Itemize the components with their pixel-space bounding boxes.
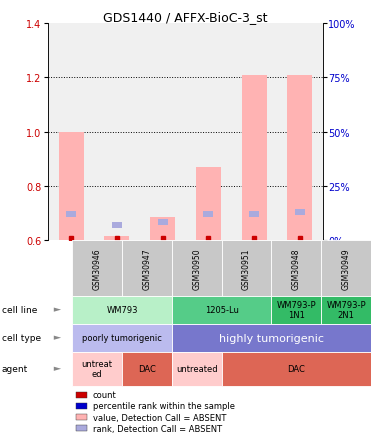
Text: DAC: DAC [138,365,156,373]
Text: highly tumorigenic: highly tumorigenic [219,333,324,343]
Bar [72,352,122,386]
Bar [172,241,222,296]
Bar [104,237,129,241]
Bar [76,403,87,409]
Bar [249,212,259,218]
Text: cell line: cell line [2,306,37,314]
Bar [272,296,321,324]
Bar [122,241,172,296]
Bar [196,168,221,241]
Bar [72,241,122,296]
Bar [122,352,172,386]
Text: GSM30947: GSM30947 [142,248,151,289]
Bar [76,425,87,431]
Bar [72,324,172,352]
Text: count: count [93,390,116,399]
Text: untreated: untreated [176,365,218,373]
Text: GSM30950: GSM30950 [192,248,201,289]
Polygon shape [54,308,61,312]
Text: GSM30951: GSM30951 [242,248,251,289]
Text: GSM30949: GSM30949 [342,248,351,289]
Text: poorly tumorigenic: poorly tumorigenic [82,333,162,342]
Polygon shape [54,367,61,371]
Text: value, Detection Call = ABSENT: value, Detection Call = ABSENT [93,413,226,422]
Bar [321,296,371,324]
Bar [295,209,305,215]
Bar [172,352,222,386]
Text: GSM30948: GSM30948 [292,248,301,289]
Bar [242,76,267,241]
Polygon shape [54,336,61,340]
Bar [150,218,175,241]
Bar [203,212,213,218]
Bar [221,241,272,296]
Text: rank, Detection Call = ABSENT: rank, Detection Call = ABSENT [93,424,222,433]
Text: 1205-Lu: 1205-Lu [205,306,239,314]
Text: agent: agent [2,365,28,373]
Bar [172,296,272,324]
Bar [112,223,122,229]
Text: GSM30946: GSM30946 [93,248,102,289]
Text: WM793: WM793 [106,306,138,314]
Bar [172,324,371,352]
Text: WM793-P
2N1: WM793-P 2N1 [326,300,366,319]
Bar [158,220,168,226]
Bar [321,241,371,296]
Text: WM793-P
1N1: WM793-P 1N1 [276,300,316,319]
Bar [66,212,76,218]
Text: percentile rank within the sample: percentile rank within the sample [93,401,235,411]
Bar [287,76,312,241]
Bar [72,296,172,324]
Text: GDS1440 / AFFX-BioC-3_st: GDS1440 / AFFX-BioC-3_st [103,11,268,24]
Text: cell type: cell type [2,333,41,342]
Bar [76,392,87,398]
Bar [76,414,87,420]
Bar [221,352,371,386]
Text: DAC: DAC [288,365,305,373]
Bar [59,132,84,241]
Bar [272,241,321,296]
Text: untreat
ed: untreat ed [82,359,113,378]
